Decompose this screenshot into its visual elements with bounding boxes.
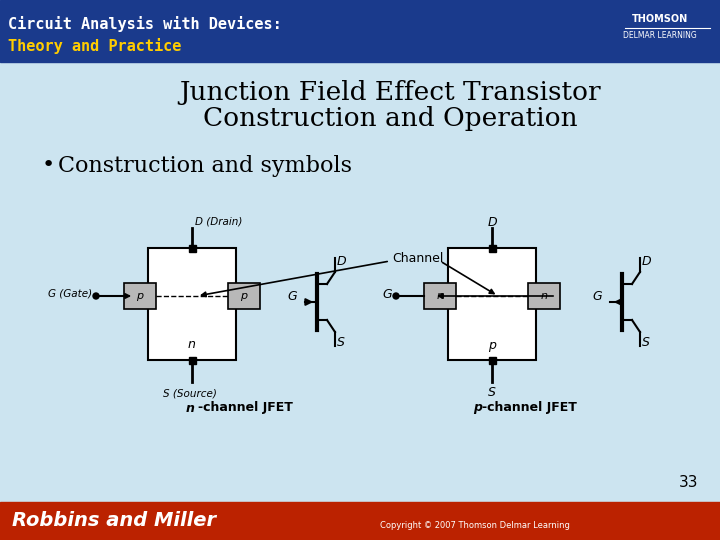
Text: p: p	[473, 402, 482, 415]
Text: DELMAR LEARNING: DELMAR LEARNING	[623, 31, 697, 40]
Text: G: G	[593, 290, 602, 303]
Text: n: n	[436, 291, 444, 301]
Text: S: S	[488, 386, 496, 399]
Bar	[424, 283, 456, 309]
Bar	[488, 356, 495, 363]
Circle shape	[393, 293, 399, 299]
Text: Channel: Channel	[392, 252, 444, 265]
Bar	[124, 283, 156, 309]
Bar	[189, 356, 196, 363]
Text: G: G	[382, 287, 392, 300]
Text: -channel JFET: -channel JFET	[198, 402, 293, 415]
Text: -channel JFET: -channel JFET	[482, 402, 577, 415]
Bar	[189, 245, 196, 252]
Text: THOMSON: THOMSON	[632, 14, 688, 24]
Text: Construction and Operation: Construction and Operation	[203, 106, 577, 131]
Text: p: p	[488, 339, 496, 352]
Text: Theory and Practice: Theory and Practice	[8, 38, 181, 54]
Text: D: D	[487, 215, 497, 228]
Text: D: D	[642, 255, 652, 268]
Circle shape	[93, 293, 99, 299]
Bar	[528, 283, 560, 309]
Text: D: D	[337, 255, 346, 268]
Text: Robbins and Miller: Robbins and Miller	[12, 511, 216, 530]
Text: G (Gate): G (Gate)	[48, 289, 92, 299]
Text: Circuit Analysis with Devices:: Circuit Analysis with Devices:	[8, 16, 282, 32]
Text: n: n	[541, 291, 547, 301]
Text: S (Source): S (Source)	[163, 389, 217, 399]
Text: D (Drain): D (Drain)	[195, 217, 243, 227]
Text: S: S	[642, 336, 650, 349]
Text: •: •	[42, 155, 55, 175]
Text: S: S	[337, 336, 345, 349]
Text: Junction Field Effect Transistor: Junction Field Effect Transistor	[179, 80, 600, 105]
Bar	[488, 245, 495, 252]
Text: n: n	[188, 339, 196, 352]
Text: p: p	[136, 291, 143, 301]
Text: Construction and symbols: Construction and symbols	[58, 155, 352, 177]
Bar	[228, 283, 260, 309]
Text: p: p	[240, 291, 248, 301]
Bar	[448, 248, 536, 360]
Text: Copyright © 2007 Thomson Delmar Learning: Copyright © 2007 Thomson Delmar Learning	[380, 522, 570, 530]
Bar	[148, 248, 236, 360]
Bar	[0, 502, 720, 540]
Text: n: n	[186, 402, 194, 415]
Bar	[0, 0, 720, 62]
Text: 33: 33	[678, 475, 698, 490]
Text: G: G	[287, 290, 297, 303]
